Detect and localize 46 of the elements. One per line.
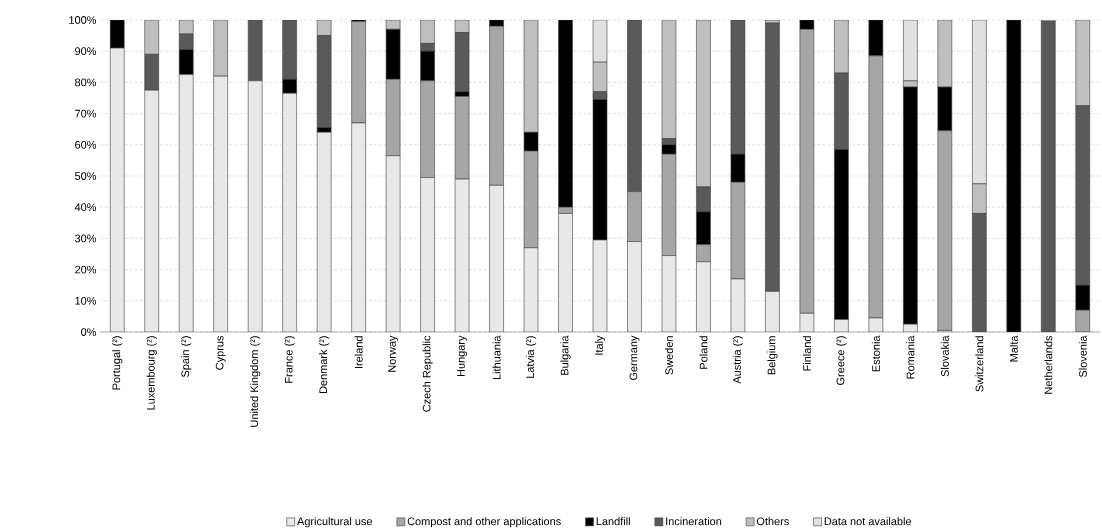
- x-tick-label: Hungary: [457, 335, 467, 377]
- y-tick-label: 20%: [75, 265, 97, 274]
- x-tick-label: Lithuania: [492, 335, 501, 380]
- y-tick-label: 0%: [81, 328, 97, 337]
- legend-label: Others: [756, 517, 789, 526]
- x-tick-label: Luxembourg (²): [146, 336, 157, 410]
- y-tick-label: 10%: [75, 297, 97, 305]
- x-tick-label: Netherlands: [1044, 336, 1053, 394]
- x-tick-label: Slovakia: [940, 335, 949, 377]
- x-tick-label: Germany: [629, 335, 640, 381]
- x-tick-label: Cyprus: [215, 336, 226, 370]
- x-tick-label: Bulgaria: [560, 335, 571, 376]
- x-tick-label: Denmark (²): [319, 336, 330, 394]
- x-tick-label: Norway: [388, 335, 399, 372]
- y-tick-label: 90%: [75, 47, 97, 56]
- legend-label: Incineration: [666, 517, 722, 526]
- x-tick-label: France (²): [284, 336, 295, 383]
- x-tick-label: Portugal (²): [112, 336, 123, 390]
- x-tick-label: Greece (²): [836, 336, 847, 386]
- x-tick-label: Spain (²): [181, 336, 192, 378]
- legend-label: Agricultural use: [297, 517, 373, 528]
- x-tick-label: Czech Republic: [422, 336, 433, 412]
- legend-label: Data not available: [824, 517, 912, 526]
- y-tick-label: 50%: [74, 172, 97, 181]
- x-tick-label: Ireland: [354, 336, 363, 369]
- x-tick-label: Switzerland: [975, 336, 984, 392]
- x-tick-label: Finland: [802, 336, 811, 371]
- x-tick-label: Romania: [906, 335, 915, 379]
- y-tick-label: 60%: [75, 141, 97, 149]
- x-tick-label: United Kingdom (²): [250, 336, 261, 427]
- y-tick-label: 70%: [75, 109, 97, 118]
- x-tick-label: Malta: [1009, 335, 1018, 362]
- legend-label: Compost and other applications: [407, 517, 561, 528]
- x-tick-label: Italy: [594, 335, 606, 355]
- x-tick-label: Latvia (²): [525, 336, 537, 379]
- x-tick-label: Belgium: [767, 336, 778, 375]
- y-tick-label: 100%: [69, 16, 97, 25]
- y-tick-label: 30%: [74, 234, 97, 243]
- y-tick-label: 40%: [74, 203, 97, 212]
- x-tick-label: Slovenia: [1078, 335, 1087, 378]
- y-tick-label: 80%: [75, 78, 97, 87]
- x-tick-label: Sweden: [664, 336, 673, 375]
- x-tick-label: Estonia: [871, 335, 880, 372]
- x-tick-label: Poland: [699, 336, 708, 369]
- x-tick-label: Austria (²): [732, 336, 744, 384]
- legend-label: Landfill: [596, 517, 630, 526]
